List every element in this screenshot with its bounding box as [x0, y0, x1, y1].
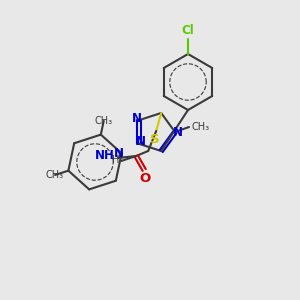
Text: N: N [132, 112, 142, 125]
Text: CH₃: CH₃ [192, 122, 210, 132]
Text: CH₃: CH₃ [95, 116, 113, 126]
Text: S: S [150, 133, 160, 146]
Text: CH₃: CH₃ [46, 170, 64, 180]
Text: N: N [114, 147, 124, 160]
Text: N: N [173, 125, 183, 139]
Text: Cl: Cl [182, 24, 194, 37]
Text: O: O [140, 172, 151, 185]
Text: H: H [112, 155, 119, 165]
Text: N: N [136, 135, 146, 148]
Text: NH: NH [95, 149, 115, 163]
